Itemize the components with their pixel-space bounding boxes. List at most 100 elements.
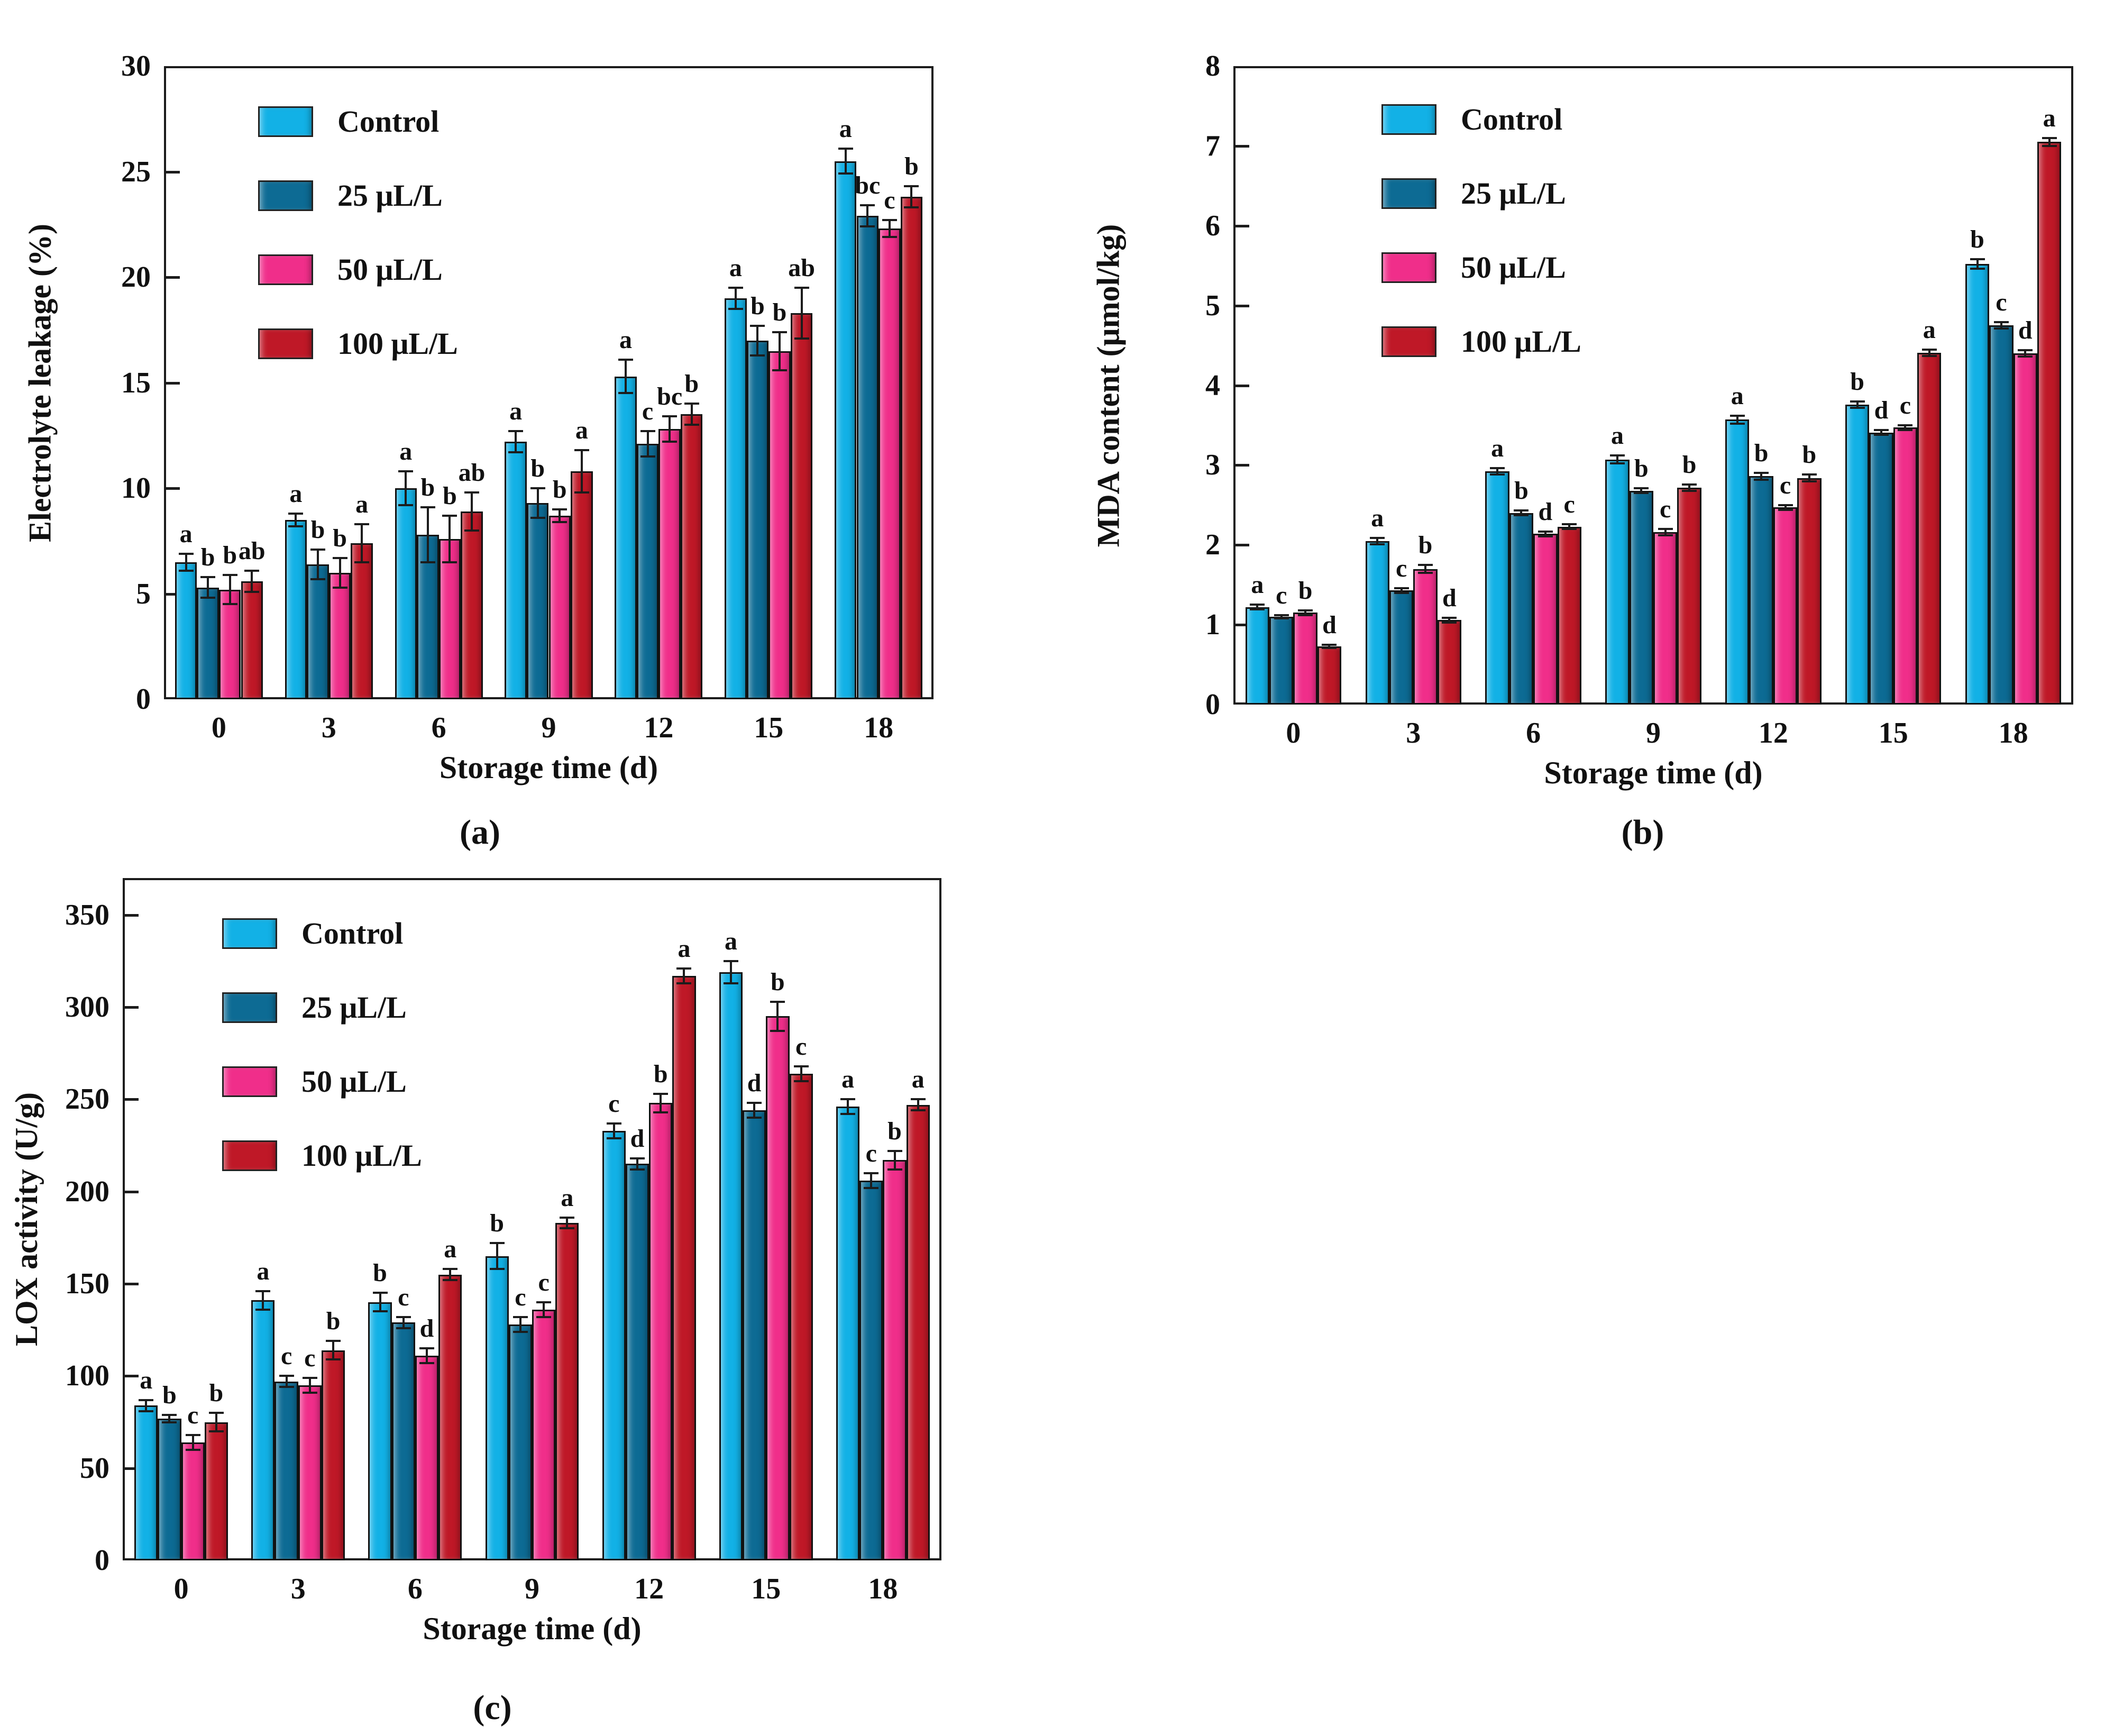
x-tick-label: 6 bbox=[407, 1573, 423, 1605]
legend-label: Control bbox=[1461, 102, 1563, 136]
bar bbox=[571, 471, 593, 699]
error-bar-cap-bottom bbox=[1514, 514, 1529, 517]
error-bar-cap-top bbox=[640, 430, 655, 433]
significance-letter: ab bbox=[458, 458, 486, 487]
error-bar-line bbox=[145, 1400, 148, 1411]
error-bar-cap-bottom bbox=[310, 578, 325, 580]
significance-letter: d bbox=[1538, 497, 1553, 526]
y-tick-label: 2 bbox=[1205, 528, 1220, 562]
error-bar-cap-top bbox=[1298, 609, 1313, 611]
significance-letter: a bbox=[355, 490, 369, 518]
bar bbox=[1245, 607, 1270, 705]
error-bar-cap-top bbox=[288, 512, 304, 515]
error-bar-cap-bottom bbox=[178, 569, 194, 572]
significance-letter: b bbox=[751, 291, 765, 320]
error-bar-line bbox=[1664, 529, 1667, 536]
significance-letter: b bbox=[443, 481, 457, 510]
error-bar-cap-bottom bbox=[1274, 617, 1289, 620]
error-bar-cap-bottom bbox=[279, 1386, 294, 1388]
error-bar-line bbox=[251, 570, 253, 592]
significance-letter: d bbox=[630, 1124, 645, 1153]
y-tick-label: 25 bbox=[121, 155, 151, 188]
error-bar-cap-bottom bbox=[139, 1410, 154, 1412]
significance-letter: b bbox=[530, 454, 545, 482]
bar bbox=[1509, 513, 1534, 705]
bar bbox=[285, 519, 307, 699]
error-bar-line bbox=[893, 1151, 896, 1169]
legend-label: 50 μL/L bbox=[1461, 250, 1566, 285]
y-axis-tick bbox=[1235, 464, 1249, 467]
error-bar-cap-top bbox=[1729, 414, 1745, 417]
error-bar-line bbox=[332, 1341, 335, 1359]
error-bar-cap-bottom bbox=[838, 172, 853, 175]
error-bar-cap-top bbox=[723, 960, 738, 962]
y-tick-label: 1 bbox=[1205, 608, 1220, 642]
significance-letter: c bbox=[515, 1283, 526, 1311]
x-tick-label: 9 bbox=[541, 711, 556, 744]
error-bar-cap-top bbox=[1682, 483, 1697, 486]
significance-letter: b bbox=[887, 1117, 902, 1145]
x-tick-label: 15 bbox=[754, 711, 784, 744]
significance-letter: a bbox=[729, 253, 742, 282]
error-bar-cap-top bbox=[1754, 472, 1769, 474]
bar bbox=[743, 1110, 766, 1560]
error-bar-cap-top bbox=[747, 1102, 762, 1104]
significance-letter: c bbox=[865, 1139, 877, 1167]
error-bar-cap-top bbox=[2018, 349, 2033, 352]
significance-letter: b bbox=[904, 152, 919, 181]
error-bar-cap-top bbox=[398, 470, 414, 473]
error-bar-cap-bottom bbox=[208, 1430, 224, 1432]
y-axis-title: Electrolyte leakage (%) bbox=[22, 223, 57, 542]
error-bar-cap-top bbox=[508, 430, 524, 433]
y-axis-tick bbox=[1235, 624, 1249, 627]
bar bbox=[1629, 490, 1653, 705]
significance-letter: a bbox=[839, 114, 852, 143]
error-bar-line bbox=[690, 404, 693, 425]
significance-letter: b bbox=[684, 370, 699, 398]
error-bar-line bbox=[1424, 564, 1426, 573]
error-bar-cap-top bbox=[864, 1172, 879, 1174]
error-bar-line bbox=[1520, 510, 1523, 516]
significance-letter: a bbox=[399, 437, 413, 466]
legend-swatch bbox=[1381, 326, 1436, 357]
y-axis-tick bbox=[1235, 304, 1249, 307]
error-bar-cap-top bbox=[1514, 509, 1529, 512]
error-bar-line bbox=[1976, 259, 1979, 269]
error-bar-line bbox=[449, 515, 451, 562]
error-bar-cap-bottom bbox=[443, 1279, 458, 1282]
bar bbox=[1797, 478, 1822, 705]
y-axis-tick bbox=[125, 1283, 139, 1286]
error-bar-cap-top bbox=[887, 1150, 902, 1152]
error-bar-cap-bottom bbox=[200, 597, 216, 599]
error-bar-line bbox=[847, 1099, 849, 1114]
error-bar-cap-top bbox=[443, 1268, 458, 1271]
significance-letter: b bbox=[326, 1307, 341, 1336]
error-bar-line bbox=[1760, 473, 1763, 480]
legend-item: 100 μL/L bbox=[222, 1140, 422, 1172]
significance-letter: a bbox=[257, 1257, 270, 1285]
error-bar-cap-top bbox=[464, 491, 479, 494]
x-tick-label: 12 bbox=[1758, 717, 1788, 750]
error-bar-cap-bottom bbox=[684, 424, 699, 426]
error-bar-cap-top bbox=[1921, 348, 1937, 351]
error-bar-cap-bottom bbox=[1322, 646, 1337, 649]
error-bar-cap-bottom bbox=[1874, 434, 1889, 436]
legend-item: 25 μL/L bbox=[258, 180, 443, 212]
error-bar-cap-top bbox=[860, 204, 875, 207]
bar bbox=[438, 1274, 462, 1560]
y-axis-tick bbox=[1235, 144, 1249, 148]
legend-swatch bbox=[258, 106, 313, 137]
bar bbox=[900, 197, 923, 699]
significance-letter: c bbox=[1899, 391, 1911, 419]
error-bar-cap-top bbox=[1322, 643, 1337, 646]
error-bar-cap-bottom bbox=[396, 1327, 411, 1329]
x-tick-label: 6 bbox=[431, 711, 446, 744]
bar bbox=[415, 1356, 439, 1560]
error-bar-line bbox=[317, 549, 319, 579]
significance-letter: d bbox=[1874, 396, 1889, 424]
legend-label: 100 μL/L bbox=[337, 326, 458, 361]
legend-swatch bbox=[1381, 104, 1436, 135]
y-tick-label: 0 bbox=[95, 1544, 109, 1577]
y-axis-tick bbox=[1235, 544, 1249, 547]
bar bbox=[307, 564, 329, 699]
